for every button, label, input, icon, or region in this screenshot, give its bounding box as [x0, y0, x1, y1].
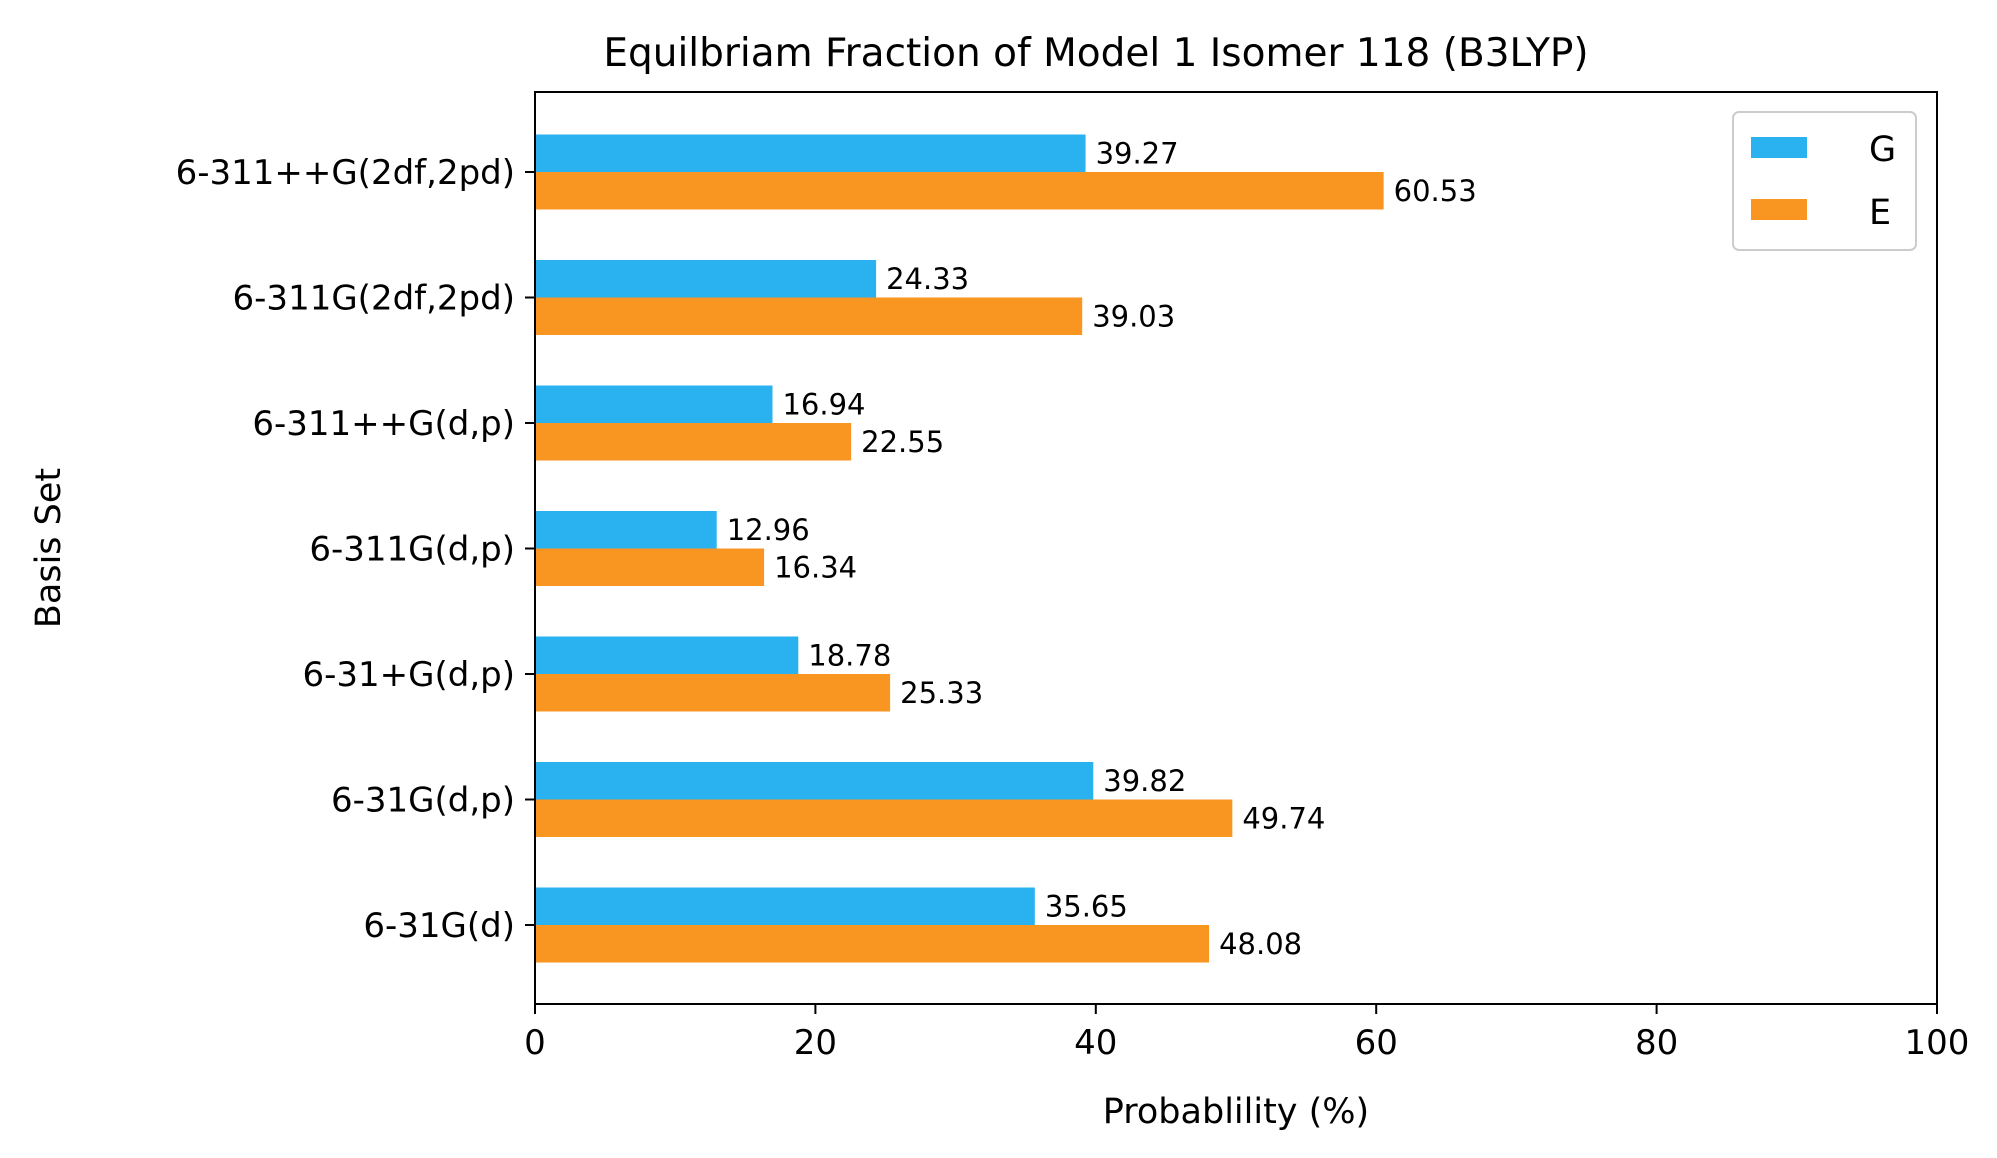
data-label: 16.34: [774, 550, 857, 584]
bar-g: [535, 385, 773, 423]
data-label: 18.78: [808, 638, 891, 672]
data-label: 39.03: [1092, 299, 1175, 333]
data-label: 48.08: [1219, 927, 1302, 961]
y-tick-label: 6-31G(d,p): [331, 781, 515, 821]
data-labels-layer: 39.27 60.53 24.33 39.03 16.94 22.55 12.9616.34…: [727, 136, 1477, 961]
x-tick-label: 80: [1635, 1023, 1678, 1063]
bar-e: [535, 674, 891, 712]
bar-e: [535, 799, 1233, 837]
bar-e: [535, 297, 1083, 335]
y-tick-label: 6-311++G(d,p): [252, 404, 515, 444]
x-tick-label: 100: [1905, 1023, 1970, 1063]
legend-label-g: G: [1869, 130, 1896, 170]
bar-e: [535, 423, 852, 461]
data-label: 39.27: [1096, 136, 1179, 170]
data-label: 49.74: [1242, 801, 1325, 835]
bar-g: [535, 260, 877, 298]
bar-g: [535, 762, 1094, 800]
bar-g: [535, 511, 717, 549]
data-label: 24.33: [886, 262, 969, 296]
legend-swatch-e: [1751, 199, 1807, 220]
bar-e: [535, 548, 765, 586]
bar-g: [535, 636, 799, 674]
bar-e: [535, 925, 1210, 963]
bar-g: [535, 887, 1035, 925]
chart-title: Equilbriam Fraction of Model 1 Isomer 11…: [603, 31, 1588, 76]
legend-swatch-g: [1751, 137, 1807, 158]
y-axis-label: Basis Set: [29, 468, 69, 628]
bars-layer: [535, 134, 1384, 963]
data-label: 22.55: [861, 425, 944, 459]
bar-e: [535, 172, 1384, 210]
y-tick-label: 6-31+G(d,p): [303, 655, 516, 695]
data-label: 39.82: [1103, 764, 1186, 798]
data-label: 12.96: [727, 513, 810, 547]
y-tick-label: 6-311++G(2df,2pd): [176, 153, 515, 193]
y-tick-label: 6-311G(2df,2pd): [233, 279, 515, 319]
x-tick-label: 0: [524, 1023, 546, 1063]
y-tick-label: 6-311G(d,p): [309, 530, 515, 570]
x-tick-label: 60: [1355, 1023, 1398, 1063]
x-tick-label: 20: [794, 1023, 837, 1063]
y-tick-label: 6-31G(d): [363, 906, 515, 946]
data-label: 16.94: [782, 387, 865, 421]
y-axis: 6-311++G(2df,2pd) 6-311G(2df,2pd) 6-311++G…: [176, 153, 535, 946]
legend-label-e: E: [1869, 193, 1891, 233]
x-axis-label: Probablility (%): [1103, 1092, 1369, 1132]
bar-g: [535, 134, 1086, 172]
data-label: 35.65: [1045, 889, 1128, 923]
x-tick-label: 40: [1074, 1023, 1117, 1063]
x-axis: 0 20 40 60 80 100: [524, 1004, 1969, 1063]
legend: G E: [1732, 111, 1917, 251]
plot-area: [534, 91, 1938, 1005]
data-label: 60.53: [1394, 174, 1477, 208]
data-label: 25.33: [900, 676, 983, 710]
